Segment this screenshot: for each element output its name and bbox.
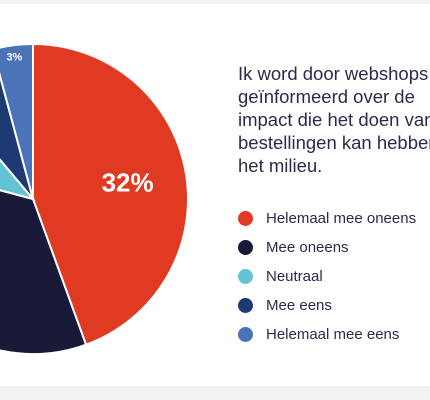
pie-slice xyxy=(0,189,88,355)
legend-swatch xyxy=(238,211,253,226)
question-line: geïnformeerd over de xyxy=(238,86,415,107)
chart-legend: Helemaal mee oneens Mee oneens Neutraal … xyxy=(238,204,430,349)
pie-slice xyxy=(0,42,34,200)
slice-value-label: 3% xyxy=(6,52,22,64)
legend-swatch xyxy=(238,269,253,284)
survey-question: Ik word door webshops geïnformeerd over … xyxy=(238,62,430,177)
pie-chart: 32%25%3% xyxy=(0,42,189,355)
legend-label: Mee eens xyxy=(266,297,332,314)
slice-value-label: 32% xyxy=(102,167,154,197)
legend-label: Helemaal mee oneens xyxy=(266,210,417,227)
legend-swatch xyxy=(238,240,253,255)
question-line: impact die het doen van xyxy=(238,109,430,130)
bottom-border xyxy=(0,386,430,400)
legend-swatch xyxy=(238,327,253,342)
question-line: het milieu. xyxy=(238,155,323,176)
top-border xyxy=(0,0,430,4)
legend-swatch xyxy=(238,298,253,313)
pie-slice xyxy=(32,42,189,346)
question-line: bestellingen kan hebben op xyxy=(238,132,430,153)
question-line: Ik word door webshops xyxy=(238,63,429,84)
legend-item: Helemaal mee eens xyxy=(238,320,430,349)
legend-item: Mee eens xyxy=(238,291,430,320)
legend-label: Mee oneens xyxy=(266,239,349,256)
legend-item: Mee oneens xyxy=(238,233,430,262)
legend-item: Neutraal xyxy=(238,262,430,291)
legend-label: Helemaal mee eens xyxy=(266,326,400,343)
legend-item: Helemaal mee oneens xyxy=(238,204,430,233)
legend-label: Neutraal xyxy=(266,268,323,285)
